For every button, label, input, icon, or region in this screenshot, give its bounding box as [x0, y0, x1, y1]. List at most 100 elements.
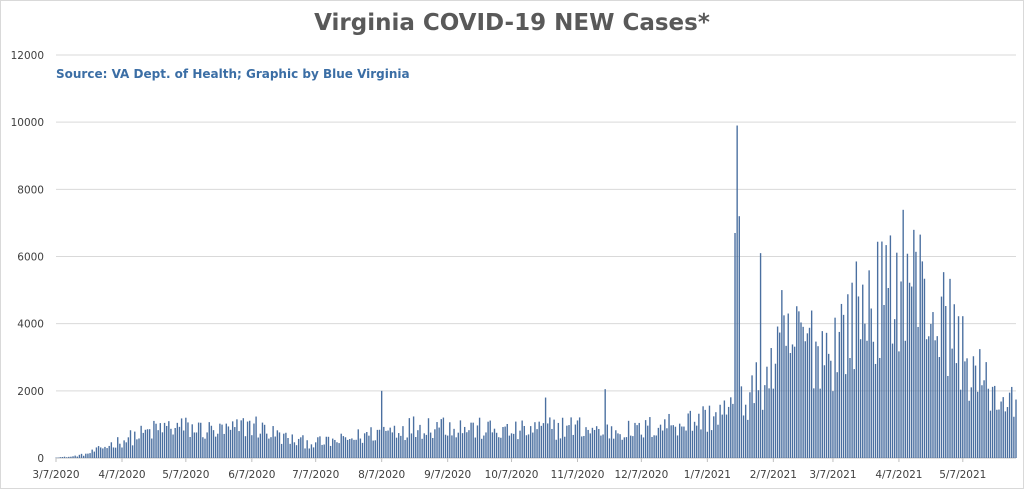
bar — [542, 423, 545, 458]
bar — [613, 438, 615, 458]
bar — [947, 375, 949, 458]
bar — [419, 424, 421, 458]
bar — [668, 413, 670, 458]
bar — [979, 349, 981, 458]
bar — [223, 433, 225, 458]
bar — [310, 444, 313, 458]
bar — [334, 439, 336, 458]
bar — [785, 345, 787, 458]
bar — [89, 453, 91, 458]
bar — [932, 312, 934, 458]
chart-annotation: Source: VA Dept. of Health; Graphic by B… — [56, 67, 410, 81]
bar — [800, 322, 802, 458]
bar — [510, 433, 513, 458]
bar — [170, 428, 172, 458]
bar — [938, 357, 941, 458]
bar — [214, 436, 217, 458]
bar — [370, 427, 372, 458]
bar — [557, 422, 560, 458]
bar — [962, 316, 964, 458]
bar — [791, 344, 794, 458]
bar — [681, 426, 683, 458]
bar — [572, 434, 574, 458]
bar — [751, 375, 753, 458]
bar — [125, 442, 127, 458]
bar — [93, 451, 95, 458]
bar — [166, 425, 168, 458]
y-axis: 0 2000 4000 6000 8000 10000 12000 — [11, 50, 44, 465]
bar — [508, 435, 511, 458]
bar — [615, 430, 617, 458]
bar — [576, 420, 579, 458]
bar — [804, 341, 806, 458]
bar — [974, 365, 977, 458]
bar — [600, 435, 602, 458]
bar — [325, 436, 328, 458]
bar — [896, 252, 898, 458]
bar — [110, 442, 113, 458]
bar — [661, 430, 664, 458]
x-tick-label: 12/7/2020 — [614, 469, 668, 481]
x-tick-label: 7/7/2020 — [292, 469, 339, 481]
bar — [983, 380, 985, 458]
bar — [532, 432, 534, 458]
bar — [123, 440, 125, 458]
bar — [832, 391, 834, 458]
bar — [706, 431, 709, 458]
bar — [806, 333, 809, 458]
bar — [757, 390, 760, 458]
bar — [251, 435, 253, 458]
bar — [315, 442, 317, 458]
bar — [534, 422, 536, 458]
bar — [787, 313, 789, 458]
bar — [789, 353, 792, 458]
bar — [776, 326, 779, 458]
bar — [485, 432, 487, 458]
bar — [517, 439, 519, 458]
bar — [385, 430, 387, 458]
bar — [970, 387, 972, 458]
bar — [725, 414, 728, 458]
bar — [845, 374, 847, 458]
bar — [670, 425, 672, 458]
bar — [527, 434, 530, 458]
bar — [940, 296, 943, 458]
bar — [957, 316, 960, 458]
bar — [340, 433, 342, 458]
bar-series — [55, 125, 1017, 459]
bar — [762, 409, 764, 458]
bar — [440, 419, 442, 458]
bar — [698, 413, 700, 458]
bar — [549, 417, 551, 458]
bar — [438, 427, 440, 458]
bar — [404, 440, 406, 458]
bar — [687, 413, 689, 458]
bar — [487, 421, 489, 458]
bar — [770, 348, 772, 458]
bar — [666, 428, 668, 458]
bar — [178, 426, 181, 458]
bar — [151, 438, 153, 458]
bar — [883, 305, 885, 458]
bar — [57, 457, 59, 459]
bar — [936, 336, 938, 458]
bar — [955, 363, 958, 458]
bar — [587, 429, 589, 458]
bar — [272, 426, 274, 458]
bar — [389, 427, 391, 458]
bar — [723, 400, 726, 458]
bar — [881, 241, 883, 458]
bar — [561, 417, 564, 458]
bar — [547, 423, 549, 458]
bar — [446, 435, 449, 458]
bar — [964, 361, 966, 458]
bar — [700, 429, 702, 458]
bar — [755, 362, 757, 458]
bar — [589, 433, 591, 458]
bar — [647, 425, 649, 458]
bar — [906, 253, 909, 458]
bar — [210, 425, 213, 458]
bar — [921, 261, 924, 458]
bar — [415, 437, 417, 458]
bar — [185, 417, 187, 458]
